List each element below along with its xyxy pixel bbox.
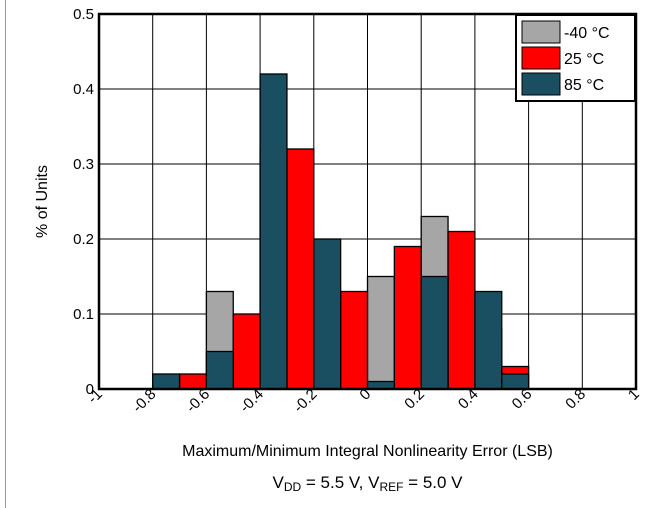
bar <box>313 238 342 390</box>
bar <box>178 373 208 390</box>
bar <box>474 290 503 390</box>
legend-swatch <box>521 46 561 70</box>
y-tick-label: 0.4 <box>73 81 94 98</box>
plot-area: 00.10.20.30.40.5-1 -0.8 -0.6 -0.4 -0.2 0 0.2 0.… <box>34 6 643 416</box>
legend-label: 25 °C <box>564 51 604 68</box>
bar <box>259 73 288 390</box>
legend-label: 85 °C <box>564 77 604 94</box>
bar <box>339 290 369 390</box>
bar <box>393 245 422 390</box>
legend-swatch <box>521 72 561 96</box>
plot-frame <box>97 12 638 391</box>
bar <box>286 148 315 390</box>
x-tick-label: -0.2 <box>290 386 320 416</box>
bar <box>152 373 181 390</box>
x-tick-label: -0.6 <box>183 386 213 416</box>
bar <box>232 313 261 390</box>
x-tick-label: -0.4 <box>237 386 267 416</box>
y-tick-label: 0 <box>86 381 94 398</box>
bar <box>447 230 476 390</box>
x-tick-label: -0.8 <box>129 386 159 416</box>
x-axis-title: Maximum/Minimum Integral Nonlinearity Er… <box>182 443 553 460</box>
y-tick-label: 0.1 <box>73 306 94 323</box>
y-axis-title: % of Units <box>34 165 51 238</box>
bar <box>420 275 449 390</box>
legend-swatch <box>521 20 561 44</box>
bar <box>366 275 396 390</box>
test-conditions: VDD = 5.5 V, VREF = 5.0 V <box>272 473 463 494</box>
y-tick-label: 0.3 <box>73 156 94 173</box>
bar <box>205 350 234 390</box>
bar <box>501 373 530 390</box>
y-tick-label: 0.2 <box>73 231 94 248</box>
y-tick-label: 0.5 <box>73 6 94 23</box>
legend-label: -40 °C <box>564 25 610 42</box>
